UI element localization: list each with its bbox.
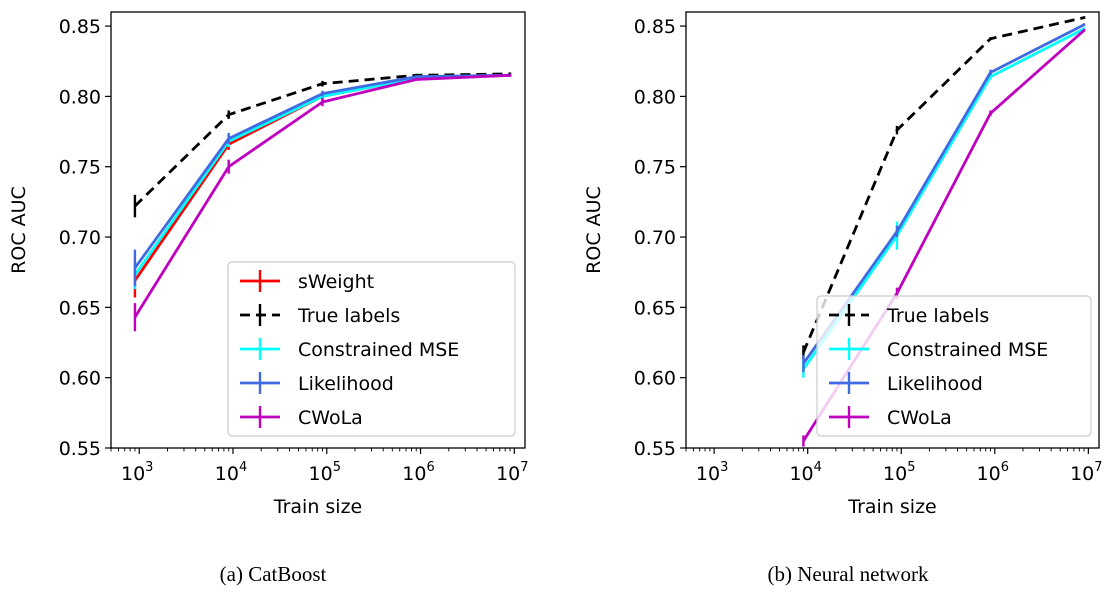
legend-box [227,261,516,437]
y-tick-label: 0.75 [59,157,101,179]
legend-entry: CWoLa [240,406,363,429]
legend-entry: sWeight [240,270,374,293]
x-tick-label: 105 [883,460,915,485]
legend-label: Constrained MSE [887,339,1048,361]
legend-label: Likelihood [298,373,394,395]
legend-label: CWoLa [887,407,952,429]
chart-panel-2: 0.55 0.60 0.65 0.70 0.75 0.80 0.85 103 104 105 106… [583,11,1103,518]
x-tick-label: 104 [789,460,821,485]
caption-neural-network: (b) Neural network [767,562,929,586]
y-tick-label: 0.85 [634,16,676,38]
x-tick-label: 103 [121,460,153,485]
series-true-labels [802,16,1086,360]
legend-entry: Likelihood [240,372,394,395]
axes-frame [110,11,526,449]
x-axis-label: Train size [273,496,362,518]
legend-entry: True labels [240,304,400,327]
y-axis-label: ROC AUC [583,186,605,274]
legend-entry: True labels [829,304,989,327]
legend: True labels Constrained MSE Likelihood CWoL… [816,295,1092,437]
y-tick-label: 0.60 [59,368,101,390]
caption-catboost: (a) CatBoost [219,562,327,586]
axes-frame [685,11,1100,449]
legend-label: Constrained MSE [298,339,459,361]
x-tick-label: 107 [496,460,528,485]
chart-panel-1: 0.55 0.60 0.65 0.70 0.75 0.80 0.85 103 104 105 106… [8,11,529,518]
legend-box [816,295,1092,437]
legend-label: True labels [297,305,400,327]
x-tick-label: 107 [1070,460,1102,485]
x-tick-label: 103 [696,460,728,485]
y-tick-label: 0.65 [634,297,676,319]
legend-label: Likelihood [887,373,983,395]
series-cwola [133,73,512,332]
x-tick-label: 106 [977,460,1009,485]
plot-area [133,72,512,332]
x-tick-label: 106 [402,460,434,485]
y-axis-label: ROC AUC [8,186,30,274]
y-tick-label: 0.60 [634,368,676,390]
legend-label: True labels [886,305,989,327]
legend-entry: Constrained MSE [829,338,1048,361]
legend-entry: Likelihood [829,372,983,395]
y-tick-label: 0.70 [634,227,676,249]
legend-entry: Constrained MSE [240,338,459,361]
legend-label: CWoLa [298,407,363,429]
y-tick-label: 0.65 [59,297,101,319]
y-tick-label: 0.70 [59,227,101,249]
legend-entry: CWoLa [829,406,952,429]
legend: sWeight True labels Constrained MSE Likelih… [227,261,516,437]
y-tick-label: 0.75 [634,157,676,179]
legend-label: sWeight [298,271,374,293]
y-tick-label: 0.55 [59,438,101,460]
x-tick-label: 105 [309,460,341,485]
series-line [802,16,1085,353]
y-tick-label: 0.85 [59,16,101,38]
y-tick-label: 0.80 [59,86,101,108]
x-tick-label: 104 [215,460,247,485]
y-tick-label: 0.80 [634,86,676,108]
x-axis-label: Train size [847,496,936,518]
y-tick-label: 0.55 [634,438,676,460]
